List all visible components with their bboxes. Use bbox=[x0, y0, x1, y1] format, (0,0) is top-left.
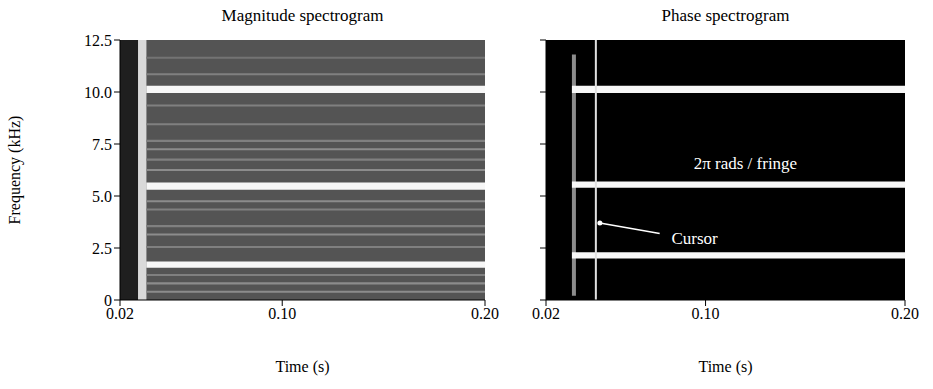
svg-text:Cursor: Cursor bbox=[671, 229, 718, 248]
svg-text:2.5: 2.5 bbox=[92, 240, 112, 257]
svg-text:10.0: 10.0 bbox=[84, 84, 112, 101]
svg-text:5.0: 5.0 bbox=[92, 188, 112, 205]
svg-text:7.5: 7.5 bbox=[92, 136, 112, 153]
svg-text:0.10: 0.10 bbox=[692, 305, 720, 322]
html-text:Phase spectrogram: Phase spectrogram bbox=[661, 6, 790, 25]
svg-text:0.10: 0.10 bbox=[268, 305, 296, 322]
svg-text:0.02: 0.02 bbox=[106, 305, 134, 323]
svg-text:12.5: 12.5 bbox=[84, 32, 112, 49]
svg-text:0.20: 0.20 bbox=[891, 305, 919, 322]
svg-text:0.02: 0.02 bbox=[532, 305, 560, 322]
svg-text:Time (s): Time (s) bbox=[698, 358, 752, 376]
html-text:Magnitude spectrogram: Magnitude spectrogram bbox=[221, 6, 384, 25]
svg-text:Frequency (kHz): Frequency (kHz) bbox=[6, 116, 24, 225]
svg-text:2π rads / fringe: 2π rads / fringe bbox=[694, 154, 797, 173]
svg-text:0: 0 bbox=[104, 292, 112, 309]
svg-text:0.20: 0.20 bbox=[471, 305, 499, 322]
svg-text:Time (s): Time (s) bbox=[275, 358, 329, 376]
